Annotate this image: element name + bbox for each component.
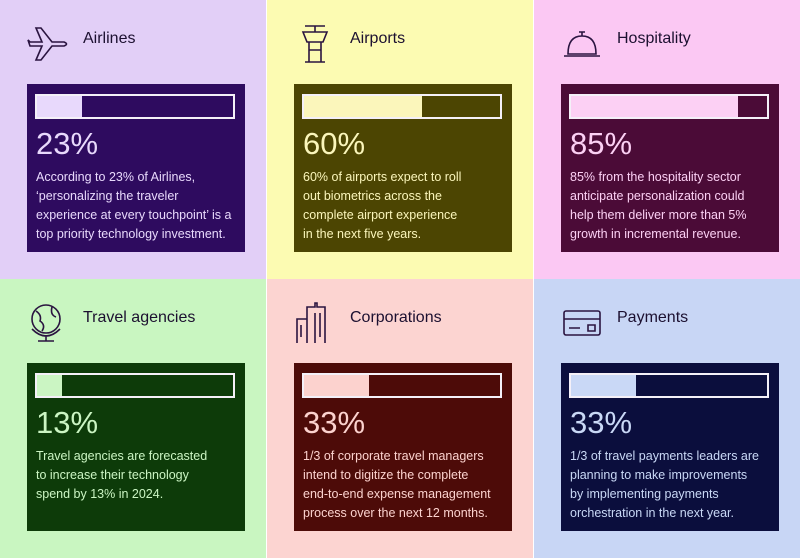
- percent-value: 33%: [303, 405, 366, 440]
- panel-title: Payments: [617, 309, 689, 326]
- description-line: Travel agencies are forecasted: [36, 449, 208, 463]
- description: 1/3 of corporate travel managers intend t…: [303, 447, 491, 523]
- description-line: end-to-end expense management: [303, 487, 491, 501]
- panel: Airlines 23% According to 23% of Airlines,…: [0, 0, 266, 279]
- description-line: 60% of airports expect to roll: [303, 170, 462, 184]
- description: 1/3 of travel payments leaders are planni…: [570, 447, 759, 523]
- icon-svg: [31, 304, 61, 342]
- icon-svg: [564, 31, 600, 57]
- progress-fill: [571, 96, 738, 117]
- panel-title: Airlines: [83, 30, 136, 47]
- description-line: 85% from the hospitality sector: [570, 170, 741, 184]
- progress-fill: [304, 375, 369, 396]
- icon-svg: [27, 27, 68, 61]
- progress-bar: [302, 94, 502, 119]
- progress-bar: [569, 94, 769, 119]
- description: Travel agencies are forecasted to increas…: [36, 447, 207, 504]
- panel: Corporations 33% 1/3 of corporate travel m…: [267, 279, 533, 558]
- icon: [293, 299, 339, 350]
- icon: [560, 299, 606, 350]
- progress-fill: [37, 375, 63, 396]
- description-line: by implementing payments: [570, 487, 719, 501]
- icon: [293, 20, 339, 71]
- icon-svg: [301, 25, 329, 63]
- progress-fill: [37, 96, 83, 117]
- description-line: experience at every touchpoint’ is a: [36, 208, 232, 222]
- panel: Airports 60% 60% of airports expect to rol…: [267, 0, 533, 279]
- panel: Payments 33% 1/3 of travel payments leader…: [534, 279, 800, 558]
- description-line: orchestration in the next year.: [570, 506, 734, 520]
- progress-bar: [35, 94, 235, 119]
- percent-value: 33%: [570, 405, 633, 440]
- progress-bar: [35, 373, 235, 398]
- description-line: spend by 13% in 2024.: [36, 487, 164, 501]
- icon: [26, 20, 72, 71]
- percent-value: 85%: [570, 126, 633, 161]
- progress-bar: [302, 373, 502, 398]
- panel-title: Airports: [350, 30, 406, 47]
- description-line: anticipate personalization could: [570, 189, 745, 203]
- progress-fill: [571, 375, 636, 396]
- stat-card: 85% 85% from the hospitality sector antici…: [561, 84, 779, 252]
- description-line: complete airport experience: [303, 208, 458, 222]
- icon-svg: [563, 310, 601, 336]
- icon-svg: [296, 302, 326, 343]
- description-line: ‘personalizing the traveler: [36, 189, 179, 203]
- description-line: intend to digitize the complete: [303, 468, 469, 482]
- description-line: process over the next 12 months.: [303, 506, 488, 520]
- percent-value: 23%: [36, 126, 99, 161]
- panel-title: Hospitality: [617, 30, 691, 47]
- percent-value: 13%: [36, 405, 99, 440]
- description-line: to increase their technology: [36, 468, 189, 482]
- description: 60% of airports expect to roll out biomet…: [303, 168, 461, 244]
- description-line: 1/3 of travel payments leaders are: [570, 449, 759, 463]
- stat-card: 60% 60% of airports expect to roll out bio…: [294, 84, 512, 252]
- description: 85% from the hospitality sector anticipat…: [570, 168, 746, 244]
- progress-bar: [569, 373, 769, 398]
- description-line: out biometrics across the: [303, 189, 442, 203]
- stat-card: 13% Travel agencies are forecasted to incr…: [27, 363, 245, 531]
- stat-card: 23% According to 23% of Airlines, ‘persona…: [27, 84, 245, 252]
- percent-value: 60%: [303, 126, 366, 161]
- progress-fill: [304, 96, 422, 117]
- description-line: help them deliver more than 5%: [570, 208, 747, 222]
- stat-card: 33% 1/3 of corporate travel managers inten…: [294, 363, 512, 531]
- panel-title: Corporations: [350, 309, 442, 326]
- description-line: 1/3 of corporate travel managers: [303, 449, 484, 463]
- icon: [26, 299, 72, 350]
- description-line: growth in incremental revenue.: [570, 227, 741, 241]
- description-line: in the next five years.: [303, 227, 422, 241]
- description-line: top priority technology investment.: [36, 227, 226, 241]
- panel-title: Travel agencies: [83, 309, 196, 326]
- description-line: planning to make improvements: [570, 468, 748, 482]
- panel: Hospitality 85% 85% from the hospitality s…: [534, 0, 800, 279]
- description: According to 23% of Airlines, ‘personaliz…: [36, 168, 231, 244]
- panel: Travel agencies 13% Travel agencies are fo…: [0, 279, 266, 558]
- description-line: According to 23% of Airlines,: [36, 170, 196, 184]
- icon: [560, 20, 606, 71]
- stat-card: 33% 1/3 of travel payments leaders are pla…: [561, 363, 779, 531]
